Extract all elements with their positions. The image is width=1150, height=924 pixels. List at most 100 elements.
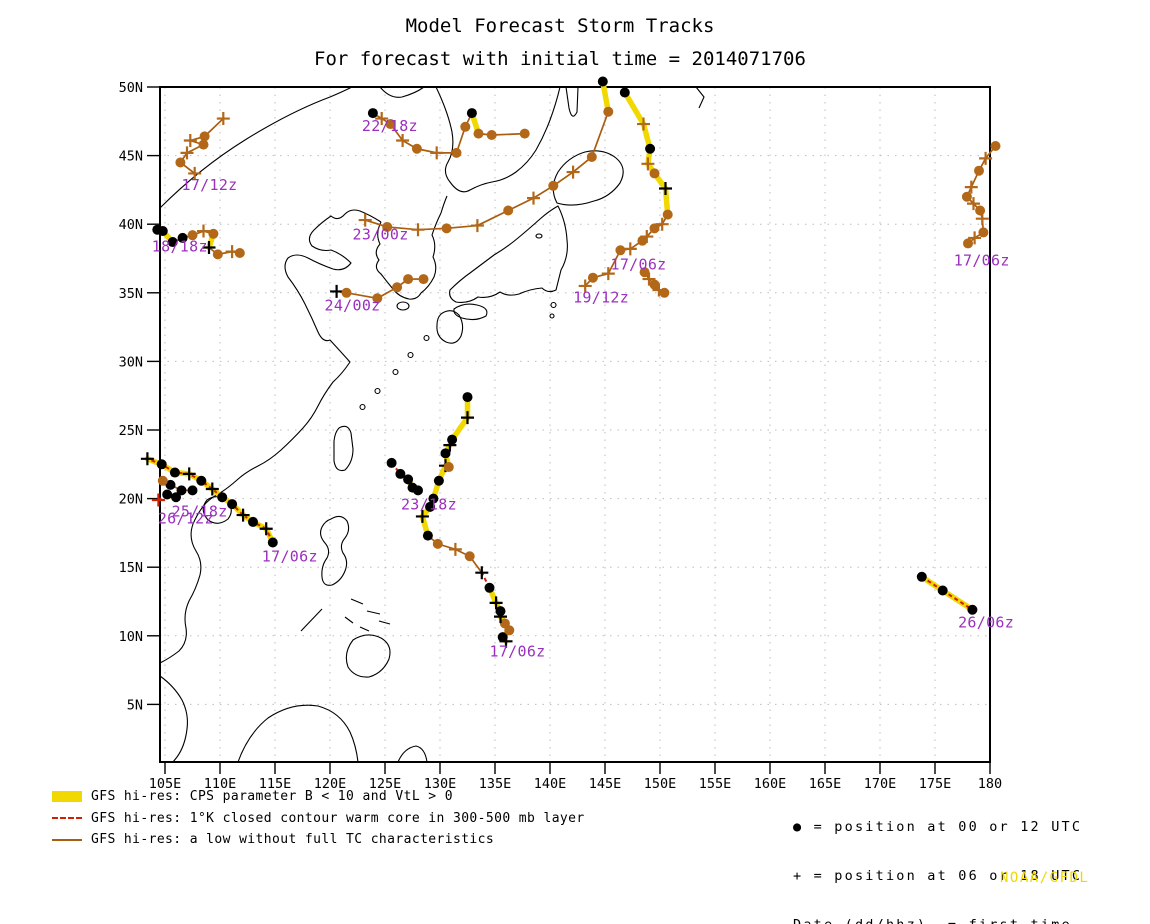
- position-dot-marker: [176, 485, 187, 496]
- position-dot-marker: [603, 106, 614, 117]
- position-dot-marker: [175, 157, 186, 168]
- position-dot-marker: [662, 209, 673, 220]
- position-dot-marker: [392, 282, 403, 293]
- position-dot-marker: [659, 287, 670, 298]
- position-dot-marker: [196, 475, 207, 486]
- storm-track-t2318: [386, 457, 423, 496]
- position-dot-marker: [217, 492, 228, 503]
- lat-tick-label: 40N: [119, 217, 143, 233]
- position-plus-marker: [236, 508, 250, 522]
- lon-tick-label: 175E: [919, 776, 952, 792]
- legend-row-warmcore: GFS hi-res: 1°K closed contour warm core…: [52, 808, 585, 830]
- lon-tick-label: 160E: [754, 776, 787, 792]
- lon-tick-label: 155E: [699, 776, 732, 792]
- lon-tick-label: 110E: [204, 776, 237, 792]
- yellow-bar-swatch: [52, 791, 82, 803]
- position-dot-marker: [169, 467, 180, 478]
- position-dot-marker: [447, 434, 458, 445]
- position-dot-marker: [615, 245, 626, 256]
- position-plus-marker: [358, 213, 372, 227]
- coastlines: [159, 86, 705, 763]
- legend-row-low: GFS hi-res: a low without full TC charac…: [52, 829, 585, 851]
- legend-date-line1: Date (dd/hhz) = first time: [793, 917, 1082, 924]
- position-plus-marker: [566, 165, 580, 179]
- storm-track-t2612: [151, 489, 181, 507]
- storm-first-tracked-label: 17/12z: [182, 176, 238, 194]
- position-plus-marker: [188, 166, 202, 180]
- lat-tick-label: 35N: [119, 286, 143, 302]
- position-dot-marker: [187, 230, 198, 241]
- position-dot-marker: [267, 537, 278, 548]
- storm-first-tracked-label: 26/12z: [158, 509, 214, 527]
- position-plus-marker: [259, 522, 273, 536]
- position-dot-marker: [963, 238, 973, 249]
- position-plus-marker: [430, 146, 444, 160]
- lon-tick-label: 135E: [479, 776, 512, 792]
- position-plus-marker: [470, 219, 484, 233]
- position-plus-marker: [151, 493, 165, 507]
- legend-label: GFS hi-res: a low without full TC charac…: [91, 832, 495, 848]
- position-plus-marker: [415, 509, 429, 523]
- position-dot-marker: [462, 392, 473, 403]
- position-dot-marker: [649, 279, 660, 290]
- position-dot-marker: [386, 457, 397, 468]
- position-plus-marker: [197, 224, 210, 238]
- position-plus-marker: [967, 197, 980, 211]
- position-dot-marker: [425, 501, 436, 512]
- storm-date-labels: 17/12z 18/18z 22/18z 23/00z 24/00z 19/12z 17/0…: [152, 117, 1014, 660]
- red-dashed-swatch: [52, 817, 82, 820]
- page-title: Model Forecast Storm Tracks: [405, 15, 715, 37]
- position-dot-marker: [208, 228, 219, 239]
- plot-border: [159, 86, 991, 763]
- storm-track-t1706e: [639, 267, 670, 298]
- storm-first-tracked-label: 19/12z: [573, 288, 629, 306]
- storm-track-t2218: [367, 108, 530, 160]
- lon-tick-label: 165E: [809, 776, 842, 792]
- position-dot-marker: [385, 119, 396, 130]
- position-dot-marker: [639, 267, 650, 278]
- lat-tick-label: 15N: [119, 560, 143, 576]
- position-dot-marker: [432, 538, 443, 549]
- position-dot-marker: [486, 130, 497, 141]
- position-dot-marker: [199, 131, 210, 142]
- lat-tick-label: 25N: [119, 423, 143, 439]
- storm-track-t1706c: [415, 392, 515, 648]
- storm-track-t1712a: [175, 112, 230, 180]
- position-plus-marker: [640, 230, 654, 244]
- position-dot-marker: [451, 147, 462, 158]
- position-dot-marker: [990, 140, 1001, 151]
- position-plus-marker: [489, 596, 503, 610]
- position-dot-marker: [460, 121, 471, 132]
- position-dot-marker: [974, 165, 984, 176]
- legend-plus-line: + = position at 06 or 18 UTC: [793, 868, 1083, 885]
- position-dot-marker: [937, 585, 948, 596]
- position-dot-marker: [975, 205, 986, 216]
- storm-first-tracked-label: 26/06z: [958, 614, 1014, 632]
- position-dot-marker: [157, 226, 168, 237]
- storm-track-t1818: [152, 224, 245, 260]
- storm-first-tracked-label: 23/00z: [353, 225, 409, 243]
- position-dot-marker: [441, 223, 452, 234]
- position-dot-marker: [519, 128, 530, 139]
- position-dot-marker: [440, 448, 451, 459]
- storm-tracks: [140, 76, 1001, 648]
- position-dot-marker: [212, 249, 223, 260]
- storm-first-tracked-label: 25/18z: [172, 502, 228, 520]
- position-dot-marker: [403, 274, 414, 285]
- lon-tick-label: 145E: [589, 776, 622, 792]
- lon-tick-label: 115E: [259, 776, 292, 792]
- lat-tick-label: 45N: [119, 149, 143, 165]
- position-plus-marker: [182, 467, 196, 481]
- page-subtitle: For forecast with initial time = 2014071…: [314, 48, 806, 70]
- position-dot-marker: [395, 468, 406, 479]
- grid-lines: [160, 86, 991, 762]
- position-dot-marker: [372, 293, 383, 304]
- position-dot-marker: [403, 474, 414, 485]
- position-dot-marker: [341, 287, 352, 298]
- storm-track-t1706w: [140, 452, 278, 548]
- position-dot-marker: [548, 180, 559, 191]
- storm-first-tracked-label: 23/18z: [401, 496, 457, 514]
- position-dot-marker: [167, 237, 178, 248]
- position-plus-marker: [655, 217, 669, 231]
- position-dot-marker: [645, 143, 656, 154]
